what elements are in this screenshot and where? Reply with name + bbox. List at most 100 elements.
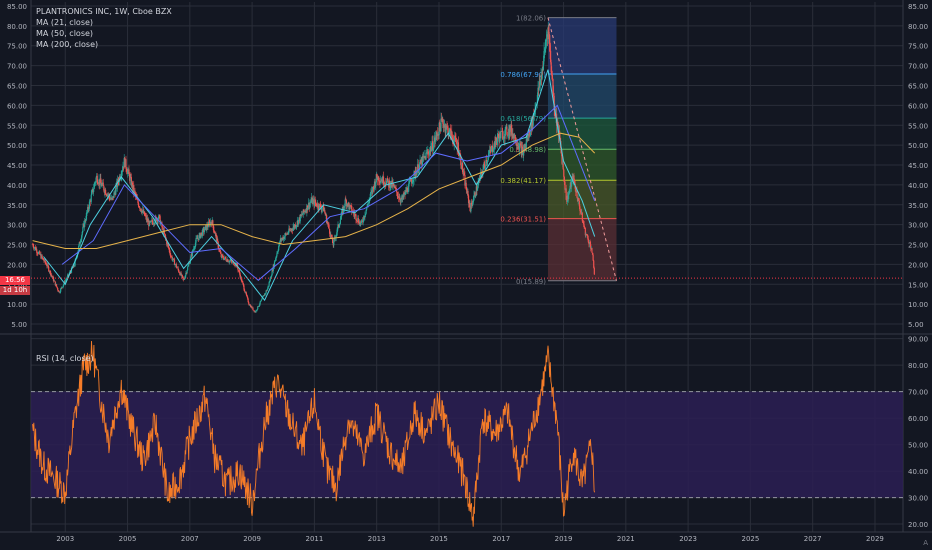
fib-level-label: 0.236(31.51)	[500, 216, 546, 224]
candle-body	[296, 224, 298, 227]
candle-body	[213, 230, 215, 232]
candle-body	[141, 210, 143, 213]
candle-body	[72, 267, 74, 269]
candle-body	[36, 252, 38, 254]
candle-body	[82, 226, 84, 232]
fib-level-label: 1(82.06)	[516, 15, 546, 23]
candle-body	[137, 203, 140, 207]
candle-body	[295, 226, 297, 228]
candle-body	[242, 281, 244, 284]
candle-body	[302, 214, 304, 216]
candle-body	[405, 190, 407, 195]
candle-body	[255, 310, 257, 313]
candle-body	[127, 171, 129, 174]
candle-body	[504, 129, 506, 139]
candle-body	[475, 195, 477, 197]
candle-body	[363, 216, 365, 222]
candle-body	[545, 41, 547, 48]
candle-body	[321, 208, 324, 209]
candle-body	[249, 305, 252, 308]
candle-body	[369, 193, 371, 198]
time-tick-label: 2027	[804, 535, 822, 543]
price-tick-label-left: 55.00	[7, 122, 27, 130]
candle-body	[327, 223, 330, 225]
candle-body	[492, 151, 494, 153]
chart-title: PLANTRONICS INC, 1W, Cboe BZX	[36, 7, 172, 16]
candle-body	[412, 181, 414, 183]
candle-body	[584, 227, 586, 236]
candle-body	[421, 156, 424, 166]
candle-body	[368, 200, 370, 204]
candle-body	[403, 194, 405, 198]
fib-level-label: 0(15.89)	[516, 278, 546, 286]
candle-body	[582, 221, 585, 225]
candle-body	[561, 153, 563, 164]
candle-body	[105, 189, 107, 195]
fib-level-label: 0.786(67.90)	[500, 71, 546, 79]
time-tick-label: 2009	[243, 535, 261, 543]
countdown-badge: 1d 10h	[0, 286, 30, 295]
fib-level-label: 0.382(41.17)	[500, 177, 546, 185]
candle-body	[359, 221, 361, 225]
candle-body	[384, 183, 386, 185]
candle-body	[590, 244, 592, 249]
candle-body	[256, 309, 258, 311]
last-price-badge: 16.56	[0, 276, 30, 285]
candle-body	[267, 285, 270, 287]
candle-body	[385, 181, 388, 185]
candle-body	[242, 283, 244, 286]
candle-body	[275, 258, 277, 261]
candle-body	[432, 141, 434, 151]
candle-body	[372, 186, 374, 193]
candle-body	[106, 194, 109, 197]
candle-body	[406, 187, 409, 192]
candle-body	[261, 298, 263, 300]
candle-body	[329, 229, 331, 234]
candle-body	[454, 135, 456, 138]
candle-body	[542, 61, 545, 71]
candle-body	[396, 188, 398, 193]
candle-body	[318, 203, 321, 210]
candle-body	[323, 204, 325, 212]
candle-body	[36, 249, 38, 253]
candle-body	[506, 126, 508, 135]
candle-body	[362, 221, 364, 222]
chart-legend: PLANTRONICS INC, 1W, Cboe BZX MA (21, cl…	[36, 6, 172, 50]
price-tick-label-left: 35.00	[7, 202, 27, 210]
rsi-tick-label: 50.00	[908, 442, 928, 450]
candle-body	[203, 230, 206, 233]
rsi-tick-label: 80.00	[908, 362, 928, 370]
candle-body	[425, 152, 427, 160]
candle-body	[541, 68, 543, 79]
price-tick-label-left: 10.00	[7, 301, 27, 309]
price-tick-label: 65.00	[908, 82, 928, 90]
candle-body	[167, 243, 169, 246]
candle-body	[223, 258, 225, 260]
candle-body	[379, 180, 382, 183]
auto-scale-button[interactable]: A	[923, 539, 928, 547]
price-tick-label: 50.00	[908, 142, 928, 150]
candle-body	[158, 214, 160, 219]
candle-body	[88, 201, 91, 209]
candle-body	[294, 224, 297, 228]
candle-body	[288, 228, 290, 233]
candle-body	[514, 135, 516, 143]
candle-body	[34, 247, 37, 251]
candle-body	[264, 293, 266, 296]
candle-body	[111, 198, 113, 200]
candle-body	[186, 270, 188, 274]
candle-body	[266, 290, 268, 292]
candle-body	[146, 218, 149, 222]
candle-body	[270, 277, 272, 278]
candle-body	[55, 284, 58, 287]
candle-body	[248, 302, 250, 305]
candle-body	[435, 137, 437, 142]
candle-body	[245, 292, 247, 296]
candle-body	[529, 129, 531, 135]
time-tick-label: 2013	[368, 535, 386, 543]
candle-body	[565, 188, 567, 200]
candle-body	[309, 203, 311, 208]
candle-body	[493, 149, 495, 152]
price-tick-label-left: 70.00	[7, 63, 27, 71]
